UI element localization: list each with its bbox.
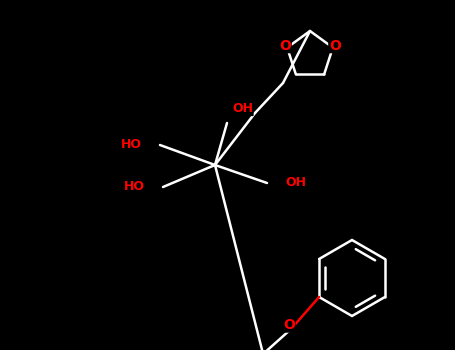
Text: OH: OH <box>285 176 306 189</box>
Text: O: O <box>279 38 291 52</box>
Text: OH: OH <box>232 103 253 116</box>
Text: O: O <box>283 318 295 332</box>
Text: O: O <box>329 38 341 52</box>
Text: HO: HO <box>124 181 145 194</box>
Text: HO: HO <box>121 139 142 152</box>
